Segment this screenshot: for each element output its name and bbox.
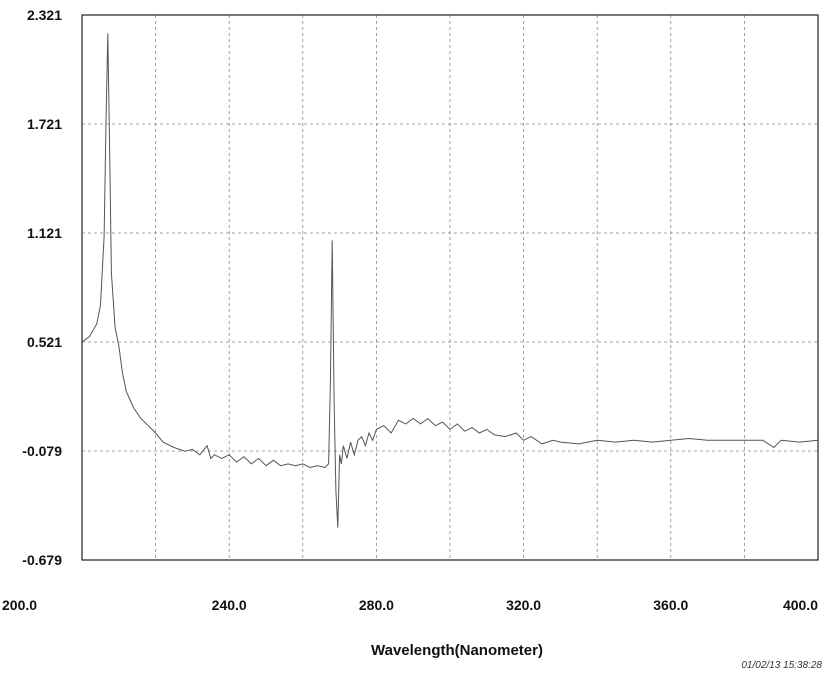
x-tick-label: 320.0	[506, 597, 541, 613]
y-tick-labels: 2.321 1.721 1.121 0.521 -0.079 -0.679	[22, 7, 62, 568]
x-tick-label: 240.0	[212, 597, 247, 613]
x-tick-label: 200.0	[2, 597, 37, 613]
y-tick-label: 1.121	[27, 225, 62, 241]
y-tick-label: 2.321	[27, 7, 62, 23]
series-line	[81, 33, 819, 528]
x-tick-label: 400.0	[783, 597, 818, 613]
x-tick-labels: 200.0 240.0 280.0 320.0 360.0 400.0	[2, 597, 818, 613]
x-tick-label: 280.0	[359, 597, 394, 613]
plot-frame	[81, 14, 819, 561]
print-timestamp: 01/02/13 15:38:28	[741, 660, 822, 671]
grid-lines	[82, 14, 818, 561]
x-axis-label: Wavelength(Nanometer)	[371, 642, 543, 659]
y-tick-label: 1.721	[27, 116, 62, 132]
x-tick-label: 360.0	[653, 597, 688, 613]
y-tick-label: -0.679	[22, 552, 62, 568]
y-tick-label: -0.079	[22, 443, 62, 459]
y-tick-label: 0.521	[27, 334, 62, 350]
